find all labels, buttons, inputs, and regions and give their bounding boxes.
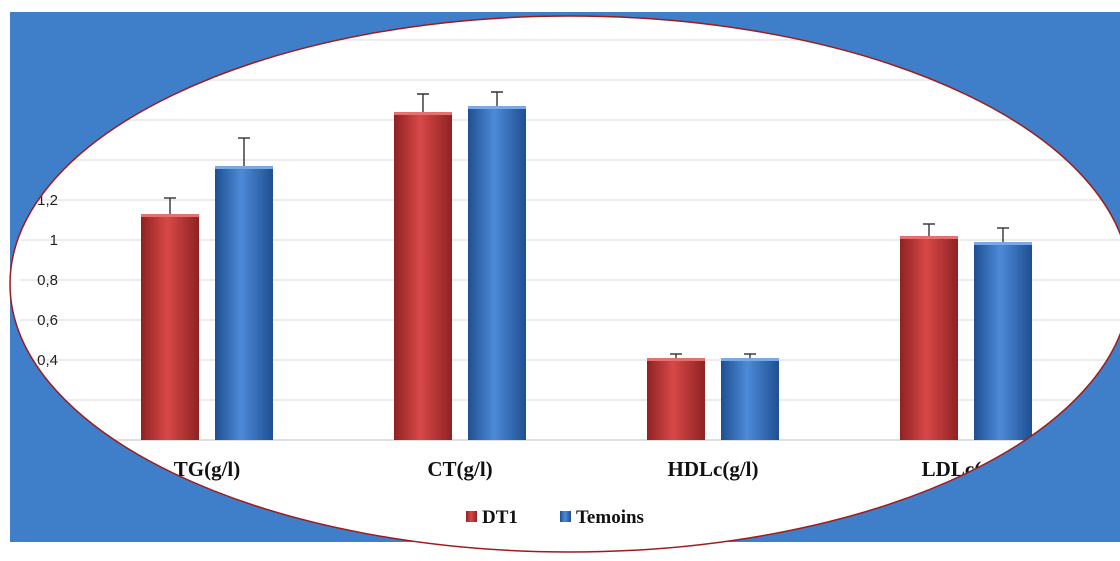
category-label-2: HDLc(g/l)	[668, 457, 759, 481]
legend: DT1 Temoins	[466, 507, 644, 528]
y-tick-labels: 0,4 0,6 0,8 1 1,2	[37, 192, 58, 369]
bar-top-Temoins-1	[468, 106, 526, 109]
y-tick-label-6: 1,2	[37, 192, 58, 209]
category-label-0: TG(g/l)	[174, 457, 241, 481]
bar-Temoins-2	[721, 358, 779, 440]
bar-top-DT1-3	[900, 236, 958, 239]
error-bars-group	[164, 91, 1009, 358]
ellipse-outline	[9, 15, 1120, 553]
legend-swatch-Temoins	[560, 511, 571, 522]
y-tick-label-3: 0,6	[37, 312, 58, 329]
bar-DT1-0	[141, 214, 199, 440]
bar-top-Temoins-2	[721, 358, 779, 361]
legend-label-DT1: DT1	[482, 507, 518, 528]
bar-DT1-2	[647, 358, 705, 440]
y-tick-label-5: 1	[50, 232, 58, 249]
bar-DT1-3	[900, 236, 958, 440]
ellipse-panel	[10, 16, 1120, 552]
bar-top-DT1-1	[394, 112, 452, 115]
bar-top-DT1-0	[141, 214, 199, 217]
bars-group	[141, 106, 1032, 440]
bar-top-DT1-2	[647, 358, 705, 361]
bar-Temoins-0	[215, 166, 273, 440]
plot-area: 0,40,60,811,2 TG(g/l) CT(g/l) HDLc(g/l) LDL…	[20, 39, 1120, 528]
bar-top-Temoins-0	[215, 166, 273, 169]
bar-DT1-1	[394, 112, 452, 440]
y-tick-label-4: 0,8	[37, 272, 58, 289]
legend-label-Temoins: Temoins	[576, 507, 644, 528]
category-label-1: CT(g/l)	[427, 457, 492, 481]
bar-Temoins-3	[974, 242, 1032, 440]
bar-top-Temoins-3	[974, 242, 1032, 245]
y-tick-label-2: 0,4	[37, 352, 58, 369]
legend-swatch-DT1	[466, 511, 477, 522]
bar-Temoins-1	[468, 106, 526, 440]
